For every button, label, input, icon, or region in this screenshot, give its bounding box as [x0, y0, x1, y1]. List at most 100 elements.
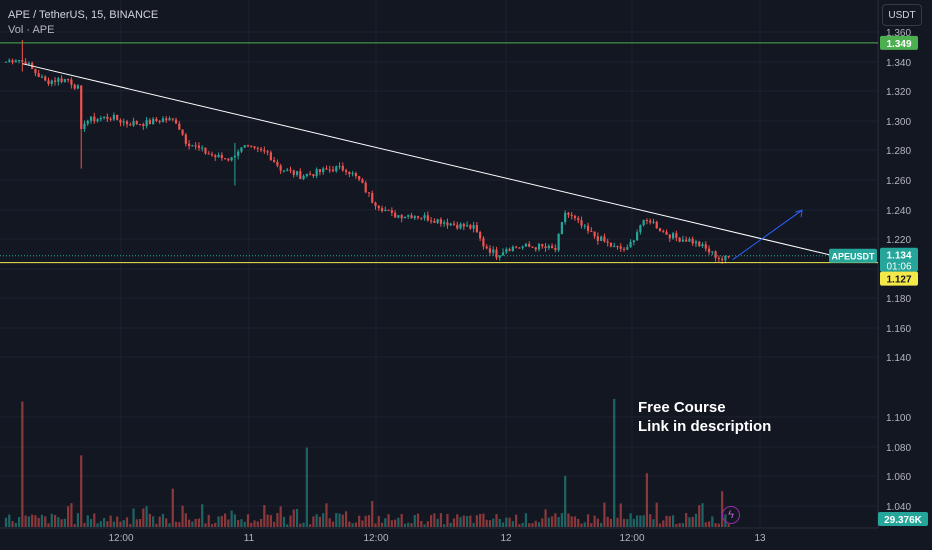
candle-body	[299, 171, 302, 179]
candle-body	[315, 169, 318, 177]
volume-bar	[188, 519, 191, 527]
candle-body	[273, 160, 276, 162]
candle-body	[138, 124, 142, 126]
volume-bar	[632, 518, 635, 527]
candle-body	[204, 147, 207, 154]
volume-bar	[155, 523, 158, 527]
annotation-line-1: Free Course	[638, 399, 726, 416]
candle-body	[60, 78, 63, 82]
volume-bar	[364, 515, 367, 527]
volume-bar	[707, 521, 711, 527]
volume-bar	[197, 518, 201, 527]
resistance-price-label-text: 1.349	[886, 39, 911, 50]
price-tick: 1.360	[886, 28, 911, 39]
volume-bar	[721, 491, 724, 527]
candle-body	[34, 69, 37, 74]
candle-body	[658, 228, 662, 232]
candle-body	[44, 76, 47, 81]
candle-body	[292, 170, 295, 175]
volume-bar	[269, 515, 272, 527]
flash-icon[interactable]: ϟ	[722, 506, 740, 524]
candle-body	[678, 237, 681, 242]
volume-bar	[508, 517, 511, 527]
candle-body	[714, 251, 717, 258]
volume-bar	[390, 520, 393, 527]
candle-body	[282, 170, 286, 172]
volume-bar	[658, 523, 662, 527]
volume-bar	[714, 523, 717, 527]
candle-body	[394, 212, 397, 218]
volume-bar	[524, 513, 528, 527]
candle-body	[328, 169, 331, 171]
volume-bar	[11, 521, 14, 527]
volume-bar	[171, 488, 174, 527]
volume-bar	[462, 515, 465, 527]
volume-bar	[649, 514, 652, 527]
price-tick: 1.340	[886, 58, 911, 69]
volume-bar	[613, 399, 616, 527]
volume-bar	[704, 522, 707, 527]
candle-body	[459, 223, 462, 229]
candle-body	[645, 220, 649, 222]
candle-body	[129, 124, 132, 126]
volume-bar	[482, 513, 485, 527]
price-tick: 1.140	[886, 353, 911, 364]
volume-bar	[616, 517, 619, 527]
volume-bar	[194, 518, 197, 527]
price-tick: 1.040	[886, 502, 911, 513]
volume-bar	[570, 516, 573, 527]
candle-body	[613, 246, 616, 248]
candle-body	[70, 79, 73, 85]
candle-body	[289, 169, 292, 171]
candle-body	[112, 114, 116, 120]
candle-body	[452, 223, 456, 225]
candle-body	[351, 173, 354, 175]
grid-lines	[0, 0, 879, 529]
volume-bar	[423, 524, 426, 527]
candle-body	[521, 246, 524, 248]
candle-body	[145, 120, 148, 126]
volume-bar	[400, 513, 403, 527]
symbol-title: APE / TetherUS, 15, BINANCE	[8, 9, 159, 21]
price-tick: 1.220	[886, 235, 911, 246]
candle-body	[629, 242, 632, 248]
candle-body	[341, 165, 344, 171]
symbol-label-text: APEUSDT	[831, 252, 875, 262]
candle-body	[57, 78, 60, 82]
candle-body	[590, 231, 593, 233]
price-tick: 1.240	[886, 206, 911, 217]
candle-body	[557, 234, 560, 251]
chart-legend: APE / TetherUS, 15, BINANCE Vol · APE	[8, 8, 158, 38]
candle-body	[472, 225, 475, 229]
candle-body	[27, 63, 30, 65]
candle-body	[727, 255, 730, 258]
candle-body	[652, 221, 655, 223]
candle-body	[155, 118, 158, 121]
volume-bar	[479, 513, 482, 527]
candle-body	[564, 212, 567, 223]
price-tick: 1.100	[886, 413, 911, 424]
volume-bar	[688, 517, 691, 527]
volume-bar	[492, 518, 495, 527]
volume-bar	[698, 505, 701, 527]
volume-bar	[518, 524, 521, 527]
candle-body	[554, 247, 557, 251]
candle-body	[188, 143, 191, 147]
candle-body	[50, 80, 53, 84]
volume-value-label	[878, 512, 928, 526]
candle-body	[524, 244, 528, 247]
candle-body	[279, 165, 282, 171]
volume-bar	[148, 513, 151, 527]
candle-body	[626, 247, 629, 250]
volume-bar	[335, 513, 338, 527]
volume-bar	[410, 523, 413, 527]
currency-button[interactable]: USDT	[882, 4, 922, 26]
candle-body	[152, 118, 155, 125]
candle-body	[237, 151, 240, 156]
volume-bar	[537, 522, 541, 527]
candle-body	[348, 171, 351, 174]
volume-bar	[567, 513, 570, 527]
candle-body	[407, 215, 410, 217]
